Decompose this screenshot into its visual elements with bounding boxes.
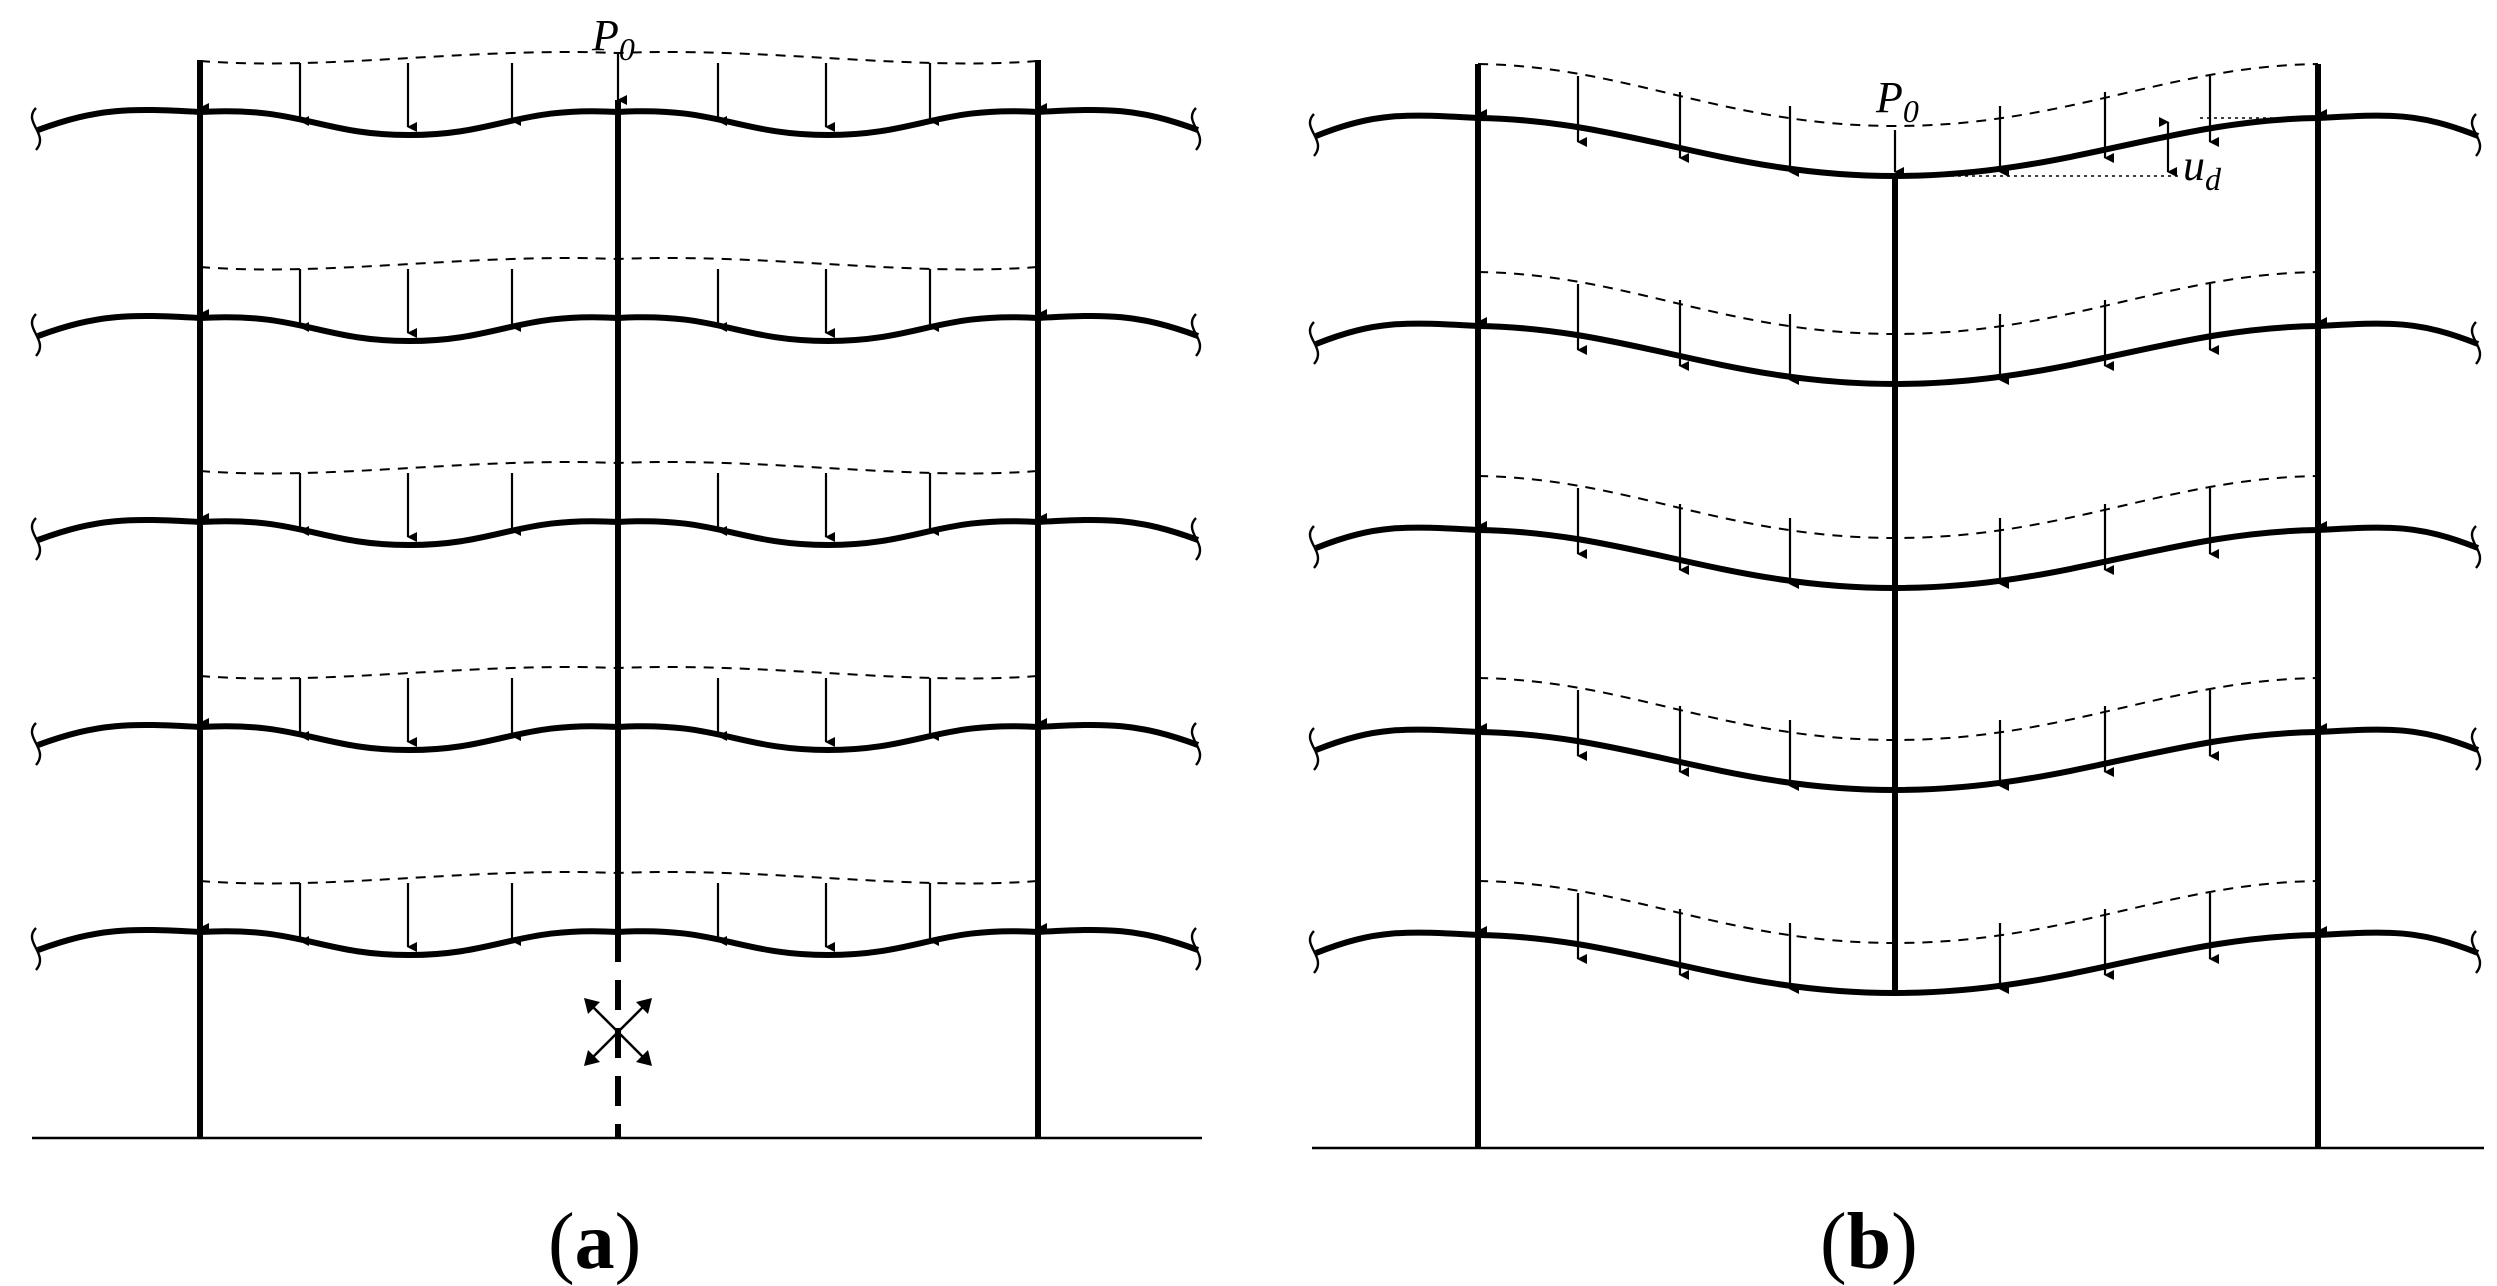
displacement-label: ud [2183,141,2222,197]
arrow-head [584,1050,600,1066]
panel-b-structure [1308,63,2484,1150]
beam [36,516,1200,549]
load-line [1477,880,2319,945]
arrow-head [636,1050,652,1066]
panel-a-structure [30,51,1202,1140]
load-line [1477,271,2319,336]
arrow-head [636,998,652,1014]
wavy-break-icon [1190,517,1202,561]
caption-b: (b) [1820,1198,1918,1286]
beam [36,926,1200,959]
wavy-break-icon [1190,722,1202,766]
cross-line [587,1001,649,1063]
wavy-break-icon [1308,525,1320,569]
wavy-break-icon [30,517,42,561]
load-label-b: P0 [1875,73,1919,129]
wavy-break-icon [1190,313,1202,357]
wavy-break-icon [1308,113,1320,157]
wavy-break-icon [2470,525,2482,569]
beam [36,106,1200,139]
load-line [199,871,1039,885]
wavy-break-icon [1190,927,1202,971]
load-line [1477,63,2319,128]
wavy-break-icon [2470,113,2482,157]
wavy-break-icon [30,722,42,766]
beam [36,312,1200,345]
beam [1314,524,2480,592]
cross-arrows-icon [584,998,652,1066]
wavy-break-icon [30,927,42,971]
wavy-break-icon [2470,321,2482,365]
panel-a: P0 (a) [30,11,1202,1286]
wavy-break-icon [30,107,42,151]
beam [1314,112,2480,180]
beam [1314,726,2480,794]
wavy-break-icon [1308,930,1320,974]
load-label-a: P0 [591,11,635,67]
beam [1314,929,2480,997]
beam [36,721,1200,754]
wavy-break-icon [2470,930,2482,974]
caption-a: (a) [548,1198,641,1286]
wavy-break-icon [1190,107,1202,151]
beam [1314,320,2480,388]
arrow-head [584,998,600,1014]
load-line [1477,475,2319,540]
wavy-break-icon [2470,727,2482,771]
panel-b: P0 ud (b) [1308,63,2484,1286]
load-line [199,461,1039,475]
wavy-break-icon [1308,321,1320,365]
load-line [199,257,1039,271]
load-line [1477,677,2319,742]
wavy-break-icon [1308,727,1320,771]
wavy-break-icon [30,313,42,357]
load-line [199,666,1039,680]
